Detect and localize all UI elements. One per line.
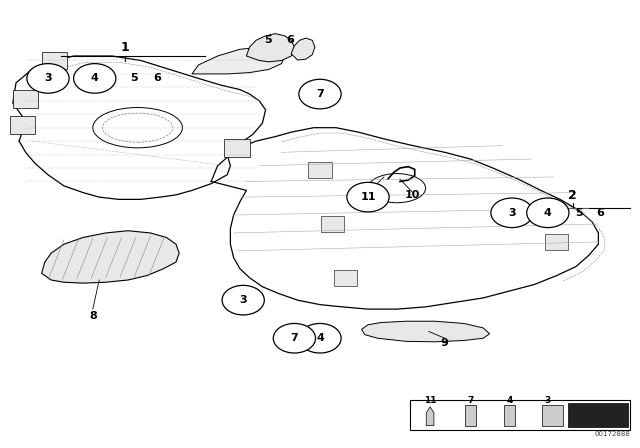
Bar (568, 403, 628, 427)
Text: 10: 10 (405, 190, 420, 200)
Text: 8: 8 (89, 311, 97, 321)
Bar (410, 400, 630, 430)
Text: 5: 5 (575, 208, 583, 218)
Text: 5: 5 (131, 73, 138, 83)
Circle shape (347, 182, 389, 212)
Polygon shape (291, 38, 315, 60)
Polygon shape (504, 405, 515, 426)
Text: 00172888: 00172888 (595, 431, 630, 437)
Polygon shape (545, 234, 568, 250)
Text: 2: 2 (568, 189, 577, 202)
Text: 4: 4 (316, 333, 324, 343)
Circle shape (74, 64, 116, 93)
Circle shape (527, 198, 569, 228)
Circle shape (27, 64, 69, 93)
Circle shape (491, 198, 533, 228)
Polygon shape (10, 116, 35, 134)
Text: 1: 1 (120, 41, 129, 55)
Text: 4: 4 (544, 208, 552, 218)
Polygon shape (362, 321, 490, 342)
Text: 6: 6 (153, 73, 161, 83)
Text: 4: 4 (506, 396, 513, 405)
Text: 11: 11 (360, 192, 376, 202)
Polygon shape (192, 47, 285, 74)
Text: 3: 3 (44, 73, 52, 83)
Text: 3: 3 (545, 396, 551, 405)
Text: 7: 7 (316, 89, 324, 99)
Polygon shape (42, 52, 67, 69)
Polygon shape (308, 162, 332, 178)
Text: 7: 7 (291, 333, 298, 343)
Polygon shape (426, 407, 434, 426)
Polygon shape (42, 231, 179, 283)
Text: 7: 7 (467, 396, 474, 405)
Text: 6: 6 (596, 208, 604, 218)
Text: 9: 9 (441, 338, 449, 348)
Text: 3: 3 (508, 208, 516, 218)
Text: 3: 3 (239, 295, 247, 305)
Polygon shape (465, 405, 476, 426)
Circle shape (222, 285, 264, 315)
Polygon shape (321, 216, 344, 232)
Text: 5: 5 (264, 35, 271, 45)
Text: 4: 4 (91, 73, 99, 83)
Polygon shape (13, 90, 38, 108)
Circle shape (273, 323, 316, 353)
Polygon shape (246, 34, 294, 62)
Circle shape (299, 79, 341, 109)
Text: 6: 6 (286, 35, 294, 45)
Polygon shape (542, 405, 563, 426)
Polygon shape (334, 270, 357, 286)
Polygon shape (224, 139, 250, 157)
Text: 11: 11 (424, 396, 436, 405)
Circle shape (299, 323, 341, 353)
